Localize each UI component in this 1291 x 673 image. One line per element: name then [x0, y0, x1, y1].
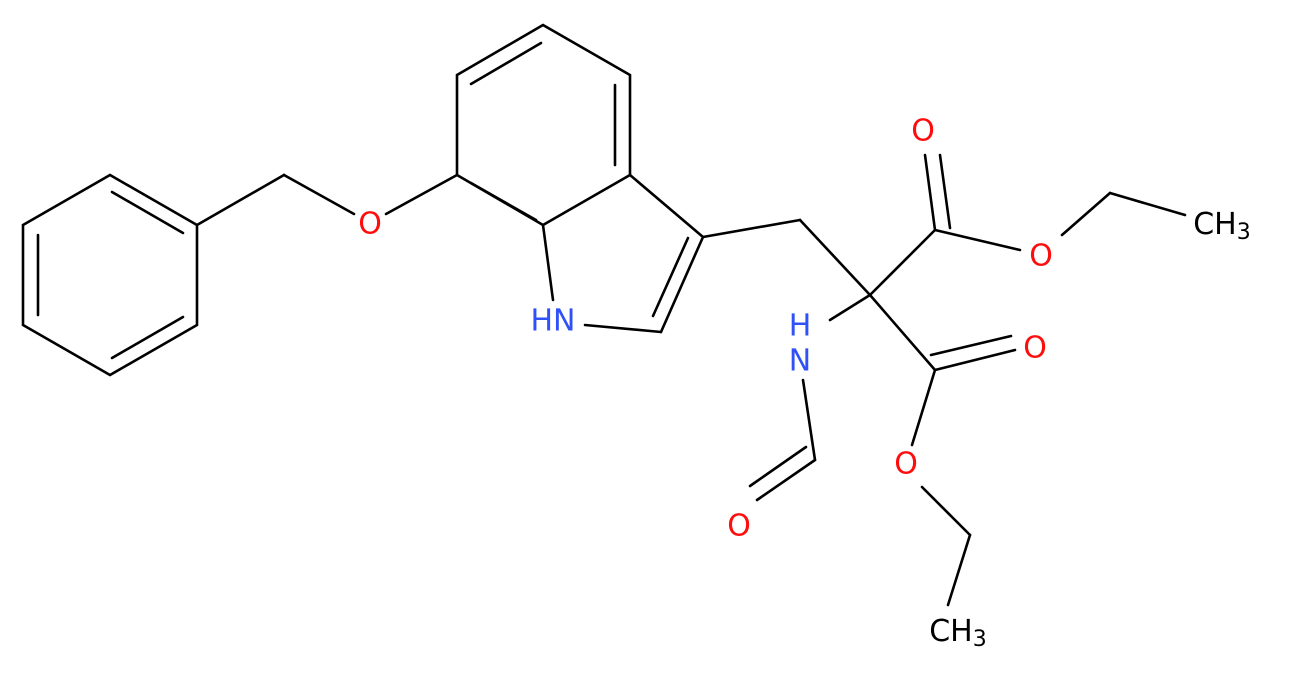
bond [455, 23, 632, 227]
bond [469, 181, 538, 222]
bond [929, 334, 1013, 357]
bond [923, 153, 937, 232]
bond [659, 235, 705, 334]
bond [110, 315, 185, 360]
bond [110, 190, 185, 235]
atom-label: O [358, 207, 382, 242]
bond [755, 458, 817, 502]
atom-labels: O HN O O CH3 O O CH3 H N O [358, 114, 1251, 653]
atom-label-sub: 3 [973, 627, 987, 652]
atom-label: O [1023, 331, 1047, 366]
bond [21, 173, 199, 377]
bond [282, 173, 356, 216]
bonds [21, 23, 1187, 607]
atom-label-h: H [789, 309, 812, 344]
atom-label: O [894, 447, 918, 482]
bond [933, 348, 1017, 372]
bond [384, 173, 459, 216]
bond [1108, 191, 1187, 217]
bond [910, 368, 937, 447]
bond [868, 228, 937, 297]
bond [628, 173, 705, 239]
atom-label: HN [531, 304, 576, 339]
atom-label: CH3 [929, 614, 987, 653]
atom-label: O [911, 114, 935, 149]
bond [938, 153, 952, 230]
bond [583, 323, 663, 334]
bond [701, 218, 802, 239]
atom-label: O [1029, 239, 1053, 274]
bond [651, 236, 690, 318]
atom-label: N [789, 344, 811, 379]
bond [933, 228, 1022, 252]
bond [195, 173, 286, 227]
bond [801, 378, 817, 462]
atom-label-main: CH [929, 614, 973, 649]
atom-label-main: CH [1193, 207, 1237, 242]
atom-label: CH3 [1193, 207, 1251, 246]
bond [868, 293, 937, 372]
atom-label-sub: 3 [1237, 220, 1251, 245]
bond [946, 533, 972, 607]
bond [748, 445, 808, 488]
bond [798, 218, 872, 297]
bond [828, 293, 872, 322]
bond [469, 41, 543, 86]
atom-label: O [727, 509, 751, 544]
bond [541, 223, 555, 302]
bond [920, 485, 972, 537]
bond [1060, 191, 1112, 237]
